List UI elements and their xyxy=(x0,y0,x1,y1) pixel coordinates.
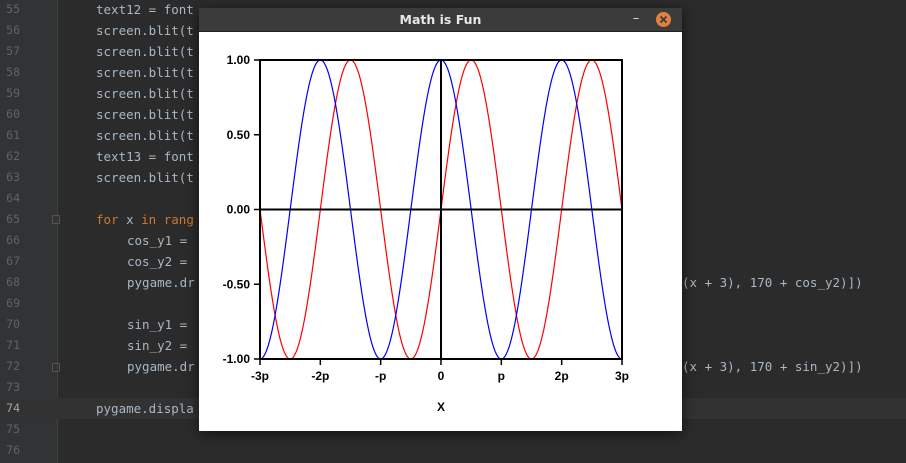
code-text: pygame.dr xyxy=(127,359,195,374)
y-tick-label: -0.50 xyxy=(223,277,251,291)
line-number: 68 xyxy=(6,275,20,289)
code-line[interactable]: 70 sin_y1 = xyxy=(0,314,906,335)
x-tick-label: -p xyxy=(375,369,386,383)
code-text: cos_y1 = xyxy=(127,233,188,248)
code-line[interactable]: 76 xyxy=(0,440,906,461)
line-number: 67 xyxy=(6,254,20,268)
line-number: 76 xyxy=(6,443,20,457)
window-title: Math is Fun xyxy=(399,12,482,27)
x-tick-label: p xyxy=(498,369,505,383)
code-text: screen.blit(t xyxy=(96,170,194,185)
y-tick-label: 0.50 xyxy=(227,128,251,142)
line-number: 73 xyxy=(6,380,20,394)
code-line[interactable]: 67 cos_y2 = xyxy=(0,251,906,272)
x-axis-label: X xyxy=(437,400,445,414)
close-button[interactable] xyxy=(656,12,671,27)
code-text-overflow: (x + 3), 170 + sin_y2)]) xyxy=(682,359,863,374)
x-tick-label: -2p xyxy=(311,369,329,383)
line-number: 61 xyxy=(6,128,20,142)
line-number: 64 xyxy=(6,191,20,205)
line-number: 72 xyxy=(6,359,20,373)
fold-marker-icon[interactable] xyxy=(52,215,60,224)
code-text: text13 = font xyxy=(96,149,194,164)
code-text: pygame.dr xyxy=(127,275,195,290)
line-number: 65 xyxy=(6,212,20,226)
line-number: 57 xyxy=(6,44,20,58)
code-text: sin_y2 = xyxy=(127,338,188,353)
code-line[interactable]: 55 text12 = font xyxy=(0,0,906,20)
x-tick-label: 3p xyxy=(615,369,629,383)
code-text-overflow: (x + 3), 170 + cos_y2)]) xyxy=(682,275,863,290)
code-text: screen.blit(t xyxy=(96,65,194,80)
line-number: 75 xyxy=(6,422,20,436)
code-text: screen.blit(t xyxy=(96,128,194,143)
code-text: screen.blit(t xyxy=(96,23,194,38)
line-number: 70 xyxy=(6,317,20,331)
code-line[interactable]: 61 screen.blit(t xyxy=(0,125,906,146)
code-text: cos_y2 = xyxy=(127,254,188,269)
code-text: screen.blit(t xyxy=(96,44,194,59)
code-line[interactable]: 75 xyxy=(0,419,906,440)
code-text: text12 = font xyxy=(96,2,194,17)
code-line[interactable]: 66 cos_y1 = xyxy=(0,230,906,251)
code-line[interactable]: 72 pygame.dr (x + 3), 170 + sin_y2)]) xyxy=(0,356,906,377)
code-line[interactable]: 56 screen.blit(t xyxy=(0,20,906,41)
y-tick-label: 0.00 xyxy=(227,203,251,217)
window-titlebar[interactable]: Math is Fun – xyxy=(199,8,682,32)
x-tick-label: 0 xyxy=(438,369,445,383)
code-text: for x in rang xyxy=(96,212,194,227)
x-tick-label: -3p xyxy=(251,369,269,383)
code-line[interactable]: 60 screen.blit(t xyxy=(0,104,906,125)
line-number: 69 xyxy=(6,296,20,310)
code-line[interactable]: 58 screen.blit(t xyxy=(0,62,906,83)
line-number: 74 xyxy=(6,401,20,415)
line-number: 62 xyxy=(6,149,20,163)
line-number-gutter xyxy=(0,0,58,463)
line-number: 63 xyxy=(6,170,20,184)
line-number: 55 xyxy=(6,2,20,16)
code-line[interactable]: 68 pygame.dr (x + 3), 170 + cos_y2)]) xyxy=(0,272,906,293)
line-number: 71 xyxy=(6,338,20,352)
code-line[interactable]: 63 screen.blit(t xyxy=(0,167,906,188)
code-line[interactable]: 62 text13 = font xyxy=(0,146,906,167)
y-tick-label: 1.00 xyxy=(227,53,251,67)
fold-marker-icon[interactable] xyxy=(52,363,60,372)
code-line[interactable]: 64 xyxy=(0,188,906,209)
close-icon xyxy=(659,15,668,24)
line-number: 58 xyxy=(6,65,20,79)
math-plot: 1.00 0.50 0.00 -0.50 -1.00-3p -2p -p 0 p 2p 3p X xyxy=(223,53,629,414)
code-text: screen.blit(t xyxy=(96,107,194,122)
line-number: 60 xyxy=(6,107,20,121)
code-text: screen.blit(t xyxy=(96,86,194,101)
y-tick-label: -1.00 xyxy=(223,352,251,366)
line-number: 59 xyxy=(6,86,20,100)
code-line[interactable]: 57 screen.blit(t xyxy=(0,41,906,62)
code-line[interactable]: 59 screen.blit(t xyxy=(0,83,906,104)
code-line[interactable]: 69 xyxy=(0,293,906,314)
code-line[interactable]: 73 xyxy=(0,377,906,398)
line-number: 66 xyxy=(6,233,20,247)
code-text: pygame.displa xyxy=(96,401,194,416)
code-line[interactable]: 71 sin_y2 = xyxy=(0,335,906,356)
code-text: sin_y1 = xyxy=(127,317,188,332)
minimize-button[interactable]: – xyxy=(632,11,640,26)
x-tick-label: 2p xyxy=(555,369,569,383)
code-line[interactable]: 65 for x in rang xyxy=(0,209,906,230)
pygame-window[interactable]: Math is Fun – 1.00 0.50 0.00 -0.50 -1.00 -3p -… xyxy=(199,8,682,431)
line-number: 56 xyxy=(6,23,20,37)
